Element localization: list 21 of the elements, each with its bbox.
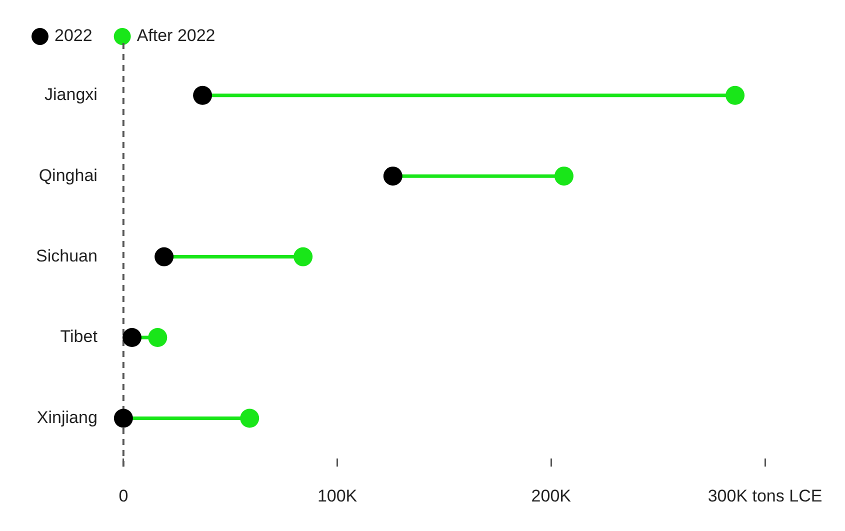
y-tick-label: Qinghai	[38, 166, 98, 185]
point	[122, 328, 142, 348]
point	[154, 247, 174, 266]
point	[294, 247, 313, 266]
point	[240, 408, 260, 428]
point	[114, 408, 133, 428]
point	[193, 86, 212, 105]
legend-label: After 2022	[136, 26, 216, 46]
x-tick-label: 300K tons LCE	[708, 486, 822, 506]
legend-label: 2022	[54, 26, 92, 46]
y-tick-label: Jiangxi	[44, 85, 98, 104]
point	[554, 166, 574, 186]
x-tick-label: 200K	[531, 486, 572, 506]
point	[726, 86, 745, 105]
x-tick-label: 100K	[317, 486, 358, 506]
y-tick-label: Sichuan	[36, 246, 98, 266]
point	[383, 166, 402, 186]
y-tick-label: Xinjiang	[36, 408, 98, 427]
x-tick-label: 0	[118, 486, 128, 506]
point	[148, 328, 168, 348]
y-tick-label: Tibet	[60, 327, 98, 346]
